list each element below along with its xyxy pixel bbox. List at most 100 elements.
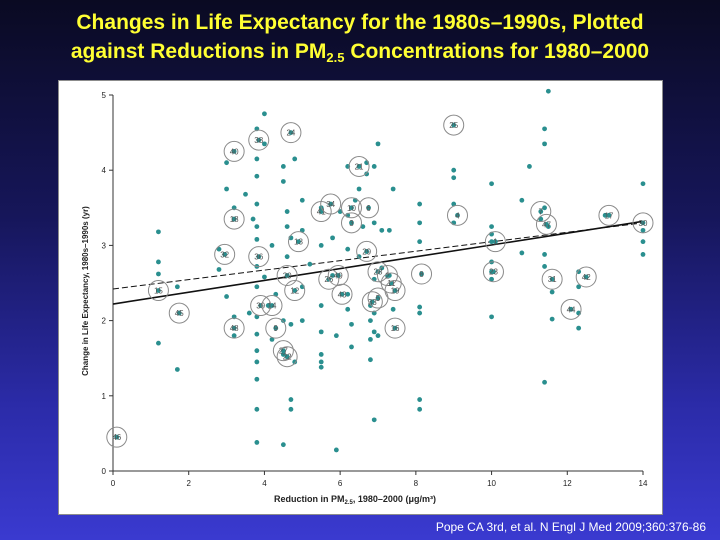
fit-lines: [112, 220, 644, 305]
labeled-point: 17: [598, 204, 620, 226]
data-point: [640, 239, 646, 245]
data-point: [254, 348, 260, 354]
labeled-point-dot: [364, 249, 370, 254]
data-point: [417, 304, 423, 310]
data-point: [368, 303, 373, 308]
data-point: [390, 186, 396, 192]
point-label: 46: [112, 433, 121, 442]
data-point: [349, 321, 354, 327]
labeled-point-dot: [273, 325, 279, 331]
x-tick-label: 6: [338, 479, 343, 488]
label-circle: [632, 212, 654, 234]
title-line-2: against Reductions in PM2.5 Concentratio…: [0, 37, 720, 66]
data-point: [451, 175, 457, 181]
data-point: [330, 235, 335, 241]
labeled-point: 12: [284, 280, 306, 302]
label-circle: [106, 426, 128, 448]
data-point: [288, 321, 294, 327]
label-circle: [384, 317, 406, 339]
data-point: [576, 325, 582, 331]
labeled-point-dot: [369, 299, 375, 305]
point-label: 21: [355, 162, 364, 171]
data-point: [542, 126, 547, 132]
label-circle: [484, 231, 506, 253]
data-point: [368, 318, 373, 323]
data-point: [284, 254, 290, 260]
data-point: [280, 164, 286, 169]
label-circle: [560, 298, 582, 320]
data-point: [333, 333, 339, 339]
labeled-point: 40: [223, 140, 245, 162]
point-label: 48: [230, 324, 239, 333]
data-point: [368, 337, 373, 342]
point-label: 30: [639, 219, 648, 228]
labeled-point: 44: [560, 298, 582, 320]
data-point: [489, 239, 494, 245]
labeled-point: 22: [276, 346, 298, 368]
data-point: [345, 291, 351, 297]
data-point: [640, 181, 646, 187]
point-label: 45: [175, 309, 184, 318]
point-label: 24: [286, 129, 295, 138]
data-point: [345, 306, 351, 312]
labeled-point: 1: [484, 231, 506, 253]
data-point: [318, 243, 324, 248]
data-point: [262, 274, 267, 280]
point-label: 39: [256, 302, 265, 311]
data-point: [254, 406, 260, 412]
point-label: 27: [279, 347, 288, 356]
labeled-point-dot: [375, 295, 381, 301]
data-point: [156, 229, 161, 235]
data-point: [254, 173, 260, 179]
data-point: [254, 236, 260, 242]
data-point: [254, 201, 260, 207]
labeled-point: 27: [272, 340, 294, 362]
point-label: 19: [391, 287, 400, 296]
chart-panel: 0 2 4 6 8 10 12 14 0 1 2 3 4 5 46 15 45 32 40 18 48 38 36 39 14…: [58, 80, 663, 515]
data-point: [538, 216, 544, 222]
data-point: [417, 310, 423, 316]
labeled-point: 29: [356, 240, 378, 262]
label-circle: [168, 302, 190, 324]
data-point: [284, 209, 290, 214]
labeled-point-dot: [335, 273, 341, 278]
data-point: [307, 261, 313, 267]
point-label: 3: [349, 219, 354, 228]
data-point: [231, 333, 237, 339]
labeled-point-dot: [349, 220, 354, 226]
data-point: [254, 440, 260, 445]
label-circle: [276, 346, 298, 368]
data-point: [519, 250, 525, 256]
label-circle: [320, 193, 342, 215]
data-point: [318, 303, 324, 308]
data-point: [262, 141, 267, 147]
point-label: 7: [539, 208, 544, 217]
data-point: [451, 167, 457, 173]
data-point: [262, 111, 267, 117]
data-point: [280, 318, 286, 323]
data-point: [318, 364, 324, 370]
data-point: [379, 227, 385, 233]
data-point: [640, 227, 646, 233]
labeled-point-dot: [156, 288, 161, 293]
x-tick-label: 2: [186, 479, 191, 488]
labeled-point-dot: [339, 291, 345, 297]
label-circle: [598, 204, 620, 226]
labeled-point: 46: [106, 426, 128, 448]
x-axis-label: Reduction in PM2.5, 1980–2000 (μg/m³): [274, 494, 436, 506]
label-circle: [575, 266, 597, 288]
labeled-point-dot: [231, 149, 237, 154]
labeled-point: 4: [447, 204, 468, 226]
point-label: 4: [455, 211, 460, 220]
title-line-2-subscript: 2.5: [326, 50, 345, 65]
data-point: [375, 333, 381, 339]
data-point: [254, 331, 260, 337]
data-point: [489, 276, 494, 282]
label-circle: [272, 340, 294, 362]
label-circle: [447, 204, 468, 226]
data-point: [375, 141, 381, 147]
labeled-point-dot: [222, 252, 228, 257]
point-label: 31: [548, 275, 557, 284]
x-axis-label-suffix: , 1980–2000 (μg/m³): [353, 494, 436, 504]
labeled-point: 9: [265, 317, 287, 339]
